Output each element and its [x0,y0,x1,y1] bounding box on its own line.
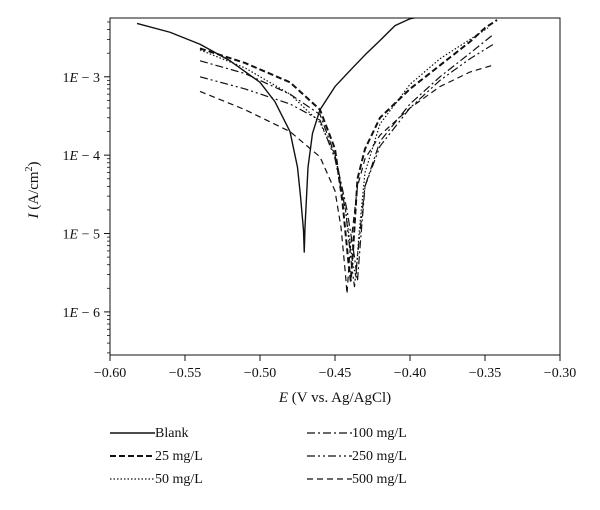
x-axis-ticks: −0.60 −0.55 −0.50 −0.45 −0.40 −0.35 −0.30 [94,355,576,381]
x-tick-label: −0.35 [469,366,501,381]
series-line-2 [199,27,489,278]
y-axis-ticks: 1E − 3 1E − 4 1E − 5 1E − 6 [63,21,110,354]
series-line-3 [199,34,493,282]
x-tick-label: −0.30 [544,366,576,381]
legend-label: 50 mg/L [155,472,203,487]
y-axis-label: I (A/cm2) [24,161,42,219]
legend: Blank 25 mg/L 50 mg/L 100 mg/L 250 mg/L 500 m… [110,426,407,487]
x-tick-label: −0.40 [394,366,426,381]
legend-label: 250 mg/L [352,449,407,464]
x-tick-label: −0.50 [244,366,276,381]
x-axis-label: E (V vs. Ag/AgCl) [278,390,391,406]
series-line-4 [199,42,496,288]
series-line-1 [199,19,498,282]
y-tick-label: 1E − 3 [63,71,100,86]
x-tick-label: −0.55 [169,366,201,381]
series-line-0 [136,18,418,253]
x-tick-label: −0.45 [319,366,351,381]
plot-area-frame [109,17,561,356]
legend-label: 500 mg/L [352,472,407,487]
y-tick-label: 1E − 4 [63,149,100,164]
y-tick-label: 1E − 5 [63,228,100,243]
series-lines [136,18,498,295]
legend-label: Blank [155,426,188,441]
legend-label: 100 mg/L [352,426,407,441]
series-line-5 [199,64,493,295]
y-tick-label: 1E − 6 [63,306,100,321]
legend-label: 25 mg/L [155,449,203,464]
x-tick-label: −0.60 [94,366,126,381]
